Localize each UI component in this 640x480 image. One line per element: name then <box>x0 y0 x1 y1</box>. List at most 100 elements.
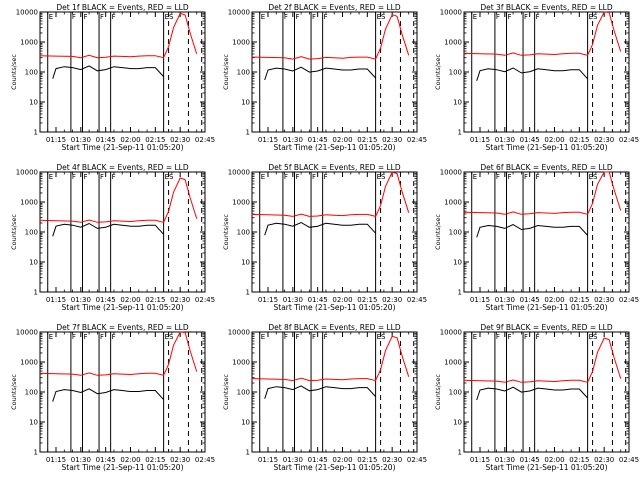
panel-title: Det 9f BLACK = Events, RED = LLD <box>480 323 613 332</box>
x-tick-label: 02:30 <box>594 296 614 304</box>
x-tick-label: 02:45 <box>407 296 427 304</box>
y-axis-label: Counts/sec <box>222 54 230 90</box>
x-tick-label: 01:15 <box>470 136 490 144</box>
y-tick-label: 10 <box>241 419 250 427</box>
y-tick-label: 100 <box>449 69 462 77</box>
panel-5: Det 5f BLACK = Events, RED = LLD 1 10 100 10… <box>222 163 427 312</box>
y-axis-label: Counts/sec <box>10 54 18 90</box>
x-axis-label: Start Time (21-Sep-11 01:05:20) <box>486 143 608 152</box>
y-tick-label: 100 <box>449 389 462 397</box>
lld-series-line <box>39 12 198 59</box>
x-tick-label: 01:45 <box>308 136 328 144</box>
plot-frame <box>251 331 418 453</box>
interval-marker: F <box>72 333 76 341</box>
y-tick-label: 10000 <box>16 169 38 177</box>
y-tick-label: 10 <box>453 99 462 107</box>
x-tick-label: 02:15 <box>357 136 377 144</box>
events-series-line <box>52 388 164 402</box>
y-tick-label: 100 <box>237 389 250 397</box>
interval-marker: F <box>284 173 288 181</box>
y-tick-label: 1 <box>458 449 462 457</box>
x-axis-label: Start Time (21-Sep-11 01:05:20) <box>486 463 608 472</box>
events-series-line <box>52 65 164 79</box>
x-tick-label: 02:15 <box>569 296 589 304</box>
x-axis-label: Start Time (21-Sep-11 01:05:20) <box>274 303 396 312</box>
plot-frame <box>251 171 418 293</box>
x-tick-label: 02:00 <box>332 456 352 464</box>
interval-marker: E <box>49 333 53 341</box>
x-tick-label: 01:45 <box>520 296 540 304</box>
interval-marker: E <box>261 173 265 181</box>
x-tick-label: 01:15 <box>258 136 278 144</box>
interval-marker: F <box>72 13 76 21</box>
x-tick-label: 02:15 <box>145 296 165 304</box>
interval-marker: E <box>473 13 477 21</box>
interval-marker: ES <box>589 13 598 21</box>
x-tick-label: 02:00 <box>544 456 564 464</box>
interval-marker: E <box>473 173 477 181</box>
lld-series-line <box>463 171 622 215</box>
interval-marker: F <box>536 13 540 21</box>
x-tick-label: 02:45 <box>619 456 639 464</box>
panel-6: Det 6f BLACK = Events, RED = LLD 1 10 100 10… <box>434 163 639 312</box>
interval-marker: F <box>112 13 116 21</box>
x-tick-label: 01:30 <box>495 296 515 304</box>
interval-marker: ES <box>165 173 174 181</box>
y-axis-label: Counts/sec <box>10 374 18 410</box>
x-tick-label: 01:45 <box>96 296 116 304</box>
events-series-line <box>264 66 376 81</box>
x-tick-label: 02:15 <box>145 456 165 464</box>
plot-frame <box>463 171 630 293</box>
y-tick-label: 1 <box>458 289 462 297</box>
interval-marker: ES <box>377 173 386 181</box>
x-tick-label: 02:15 <box>145 136 165 144</box>
interval-marker: F <box>496 173 500 181</box>
y-tick-label: 1 <box>246 289 250 297</box>
y-tick-label: 1000 <box>20 359 38 367</box>
plot-frame <box>463 331 630 453</box>
interval-marker: F <box>507 173 511 181</box>
y-tick-label: 10 <box>453 419 462 427</box>
lld-series-line <box>39 331 198 376</box>
y-tick-label: 1000 <box>20 39 38 47</box>
y-tick-label: 1000 <box>20 199 38 207</box>
interval-marker: F <box>100 13 104 21</box>
interval-marker: F <box>324 13 328 21</box>
panel-title: Det 6f BLACK = Events, RED = LLD <box>480 163 613 172</box>
x-axis-label: Start Time (21-Sep-11 01:05:20) <box>274 463 396 472</box>
lld-series-line <box>39 177 198 223</box>
y-axis-label: Counts/sec <box>222 214 230 250</box>
interval-marker: F <box>312 173 316 181</box>
plot-frame <box>251 11 418 133</box>
events-series-line <box>476 224 588 238</box>
x-tick-label: 02:00 <box>120 456 140 464</box>
y-tick-label: 1 <box>246 449 250 457</box>
y-axis-label: Counts/sec <box>222 374 230 410</box>
interval-marker: F <box>324 333 328 341</box>
y-tick-label: 10000 <box>440 329 462 337</box>
panel-8: Det 8f BLACK = Events, RED = LLD 1 10 100 10… <box>222 323 427 472</box>
y-axis-label: Counts/sec <box>10 214 18 250</box>
x-axis-label: Start Time (21-Sep-11 01:05:20) <box>486 303 608 312</box>
x-tick-label: 02:30 <box>594 136 614 144</box>
plot-frame <box>39 11 206 133</box>
interval-marker: F <box>83 333 87 341</box>
x-axis-label: Start Time (21-Sep-11 01:05:20) <box>62 463 184 472</box>
x-tick-label: 02:30 <box>170 296 190 304</box>
y-tick-label: 1 <box>246 129 250 137</box>
interval-marker: ES <box>165 333 174 341</box>
x-tick-label: 02:30 <box>382 296 402 304</box>
interval-marker: F <box>72 173 76 181</box>
interval-marker: F <box>83 13 87 21</box>
x-tick-label: 01:15 <box>258 456 278 464</box>
x-tick-label: 02:30 <box>382 136 402 144</box>
y-tick-label: 10 <box>453 259 462 267</box>
events-series-line <box>52 222 164 237</box>
x-tick-label: 01:15 <box>470 296 490 304</box>
interval-marker: F <box>312 13 316 21</box>
events-series-line <box>476 67 588 81</box>
x-tick-label: 01:30 <box>71 456 91 464</box>
y-tick-label: 1 <box>34 289 38 297</box>
y-tick-label: 10 <box>241 99 250 107</box>
